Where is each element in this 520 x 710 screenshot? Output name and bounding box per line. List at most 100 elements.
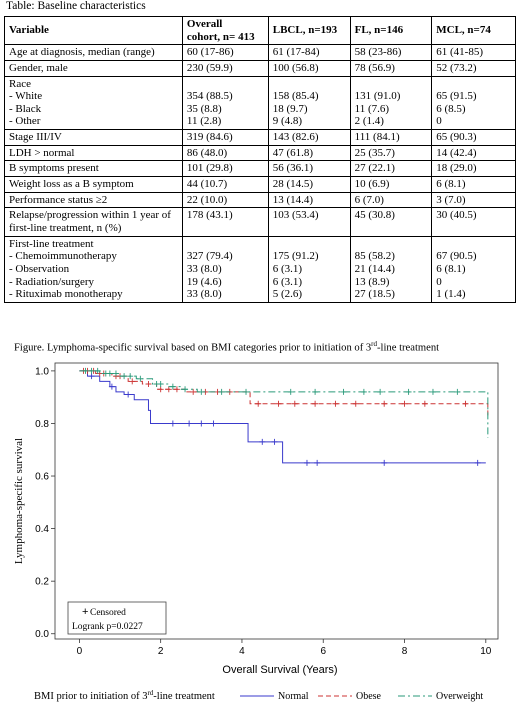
cell-line: B symptoms present	[9, 162, 99, 175]
cell-line: 131 (91.0)	[354, 90, 401, 103]
value-cell: 14 (42.4)	[431, 144, 516, 162]
cell-line: - Black	[9, 102, 42, 115]
table-row: Stage III/IV 319 (84.6) 143 (82.6) 111 (84.…	[4, 129, 516, 146]
table-row: Age at diagnosis, median (range) 60 (17-8…	[4, 44, 516, 61]
cell-line: 6 (8.5)	[436, 102, 466, 115]
cell-line: 9 (4.8)	[272, 115, 303, 128]
censor-mark	[165, 386, 172, 393]
figure-caption-superscript: rd	[371, 340, 378, 348]
y-tick-label: 0.8	[35, 419, 49, 430]
censor-mark	[271, 438, 278, 445]
table-row: Weight loss as a B symptom 44 (10.7) 28 (1…	[4, 176, 516, 193]
survival-curve-normal	[79, 370, 486, 464]
plot-frame	[54, 362, 499, 640]
cell-line: 6 (8.1)	[436, 178, 466, 191]
table-row: Performance status ≥2 22 (10.0) 13 (14.4) 6…	[4, 191, 516, 209]
legend-title: BMI prior to initiation of 3rd-line trea…	[34, 689, 215, 702]
cell-line: 47 (61.8)	[272, 146, 314, 159]
cell-line: 85 (58.2)	[354, 250, 395, 263]
cell-line: Weight loss as a B symptom	[9, 178, 134, 191]
cell-line: 6 (3.1)	[272, 262, 303, 275]
cell-line: 45 (30.8)	[354, 209, 395, 222]
cell-line: 13 (14.4)	[272, 193, 314, 206]
cell-line: 175 (91.2)	[272, 250, 319, 263]
cell-line: 100 (56.8)	[272, 61, 319, 74]
censor-mark	[157, 381, 164, 388]
inset-box-frame	[67, 601, 167, 635]
value-cell: 60 (17-86)	[181, 44, 269, 61]
y-tick-label: 0.6	[35, 472, 49, 483]
series-overweight	[79, 367, 489, 438]
censor-mark	[259, 438, 266, 445]
x-tick-label: 2	[158, 646, 164, 657]
cell-line: 78 (56.9)	[354, 61, 395, 74]
cell-line	[355, 78, 428, 91]
cell-line: 33 (8.0)	[186, 288, 222, 301]
column-header-text: MCL, n=74	[436, 24, 491, 37]
variable-cell: First-line treatment - Chemoimmunotherapy…	[4, 235, 183, 303]
cell-line: 11 (2.8)	[186, 115, 222, 128]
cell-line: 60 (17-86)	[186, 46, 234, 59]
censor-mark	[121, 373, 128, 380]
censor-mark	[88, 373, 95, 380]
variable-cell: Relapse/progression within 1 year of firs…	[4, 207, 183, 237]
value-cell: 6 (7.0)	[349, 191, 433, 209]
cell-line: First-line treatment	[9, 237, 94, 250]
censor-mark	[106, 370, 113, 377]
value-cell: 47 (61.8)	[267, 144, 351, 162]
cell-line: Performance status ≥2	[9, 193, 108, 206]
censor-mark	[303, 459, 310, 466]
cell-line	[187, 238, 264, 251]
censor-mark	[157, 386, 164, 393]
cell-line: Race	[9, 77, 31, 90]
value-cell: 3 (7.0)	[431, 191, 516, 209]
censor-mark	[332, 400, 339, 407]
cell-line: - Observation	[9, 262, 70, 275]
censor-mark	[112, 370, 119, 377]
censor-mark	[182, 386, 189, 393]
value-cell: 319 (84.6)	[181, 129, 269, 146]
cell-line	[273, 78, 346, 91]
cell-line: Gender, male	[9, 61, 68, 74]
cell-line: - Chemoimmunotherapy	[9, 250, 117, 263]
cell-line: 13 (8.9)	[354, 275, 390, 288]
cell-line: 230 (59.9)	[186, 61, 233, 74]
censor-mark	[198, 420, 205, 427]
cell-line: 354 (88.5)	[186, 90, 233, 103]
legend-title-suffix: -line treatment	[153, 691, 215, 702]
cell-line: 56 (36.1)	[272, 162, 314, 175]
cell-line	[436, 238, 511, 251]
variable-cell: B symptoms present	[4, 160, 183, 178]
value-cell: 13 (14.4)	[267, 191, 351, 209]
cell-line: 14 (42.4)	[436, 146, 477, 159]
value-cell: 230 (59.9)	[181, 59, 269, 77]
y-tick-label: 0.0	[35, 629, 49, 640]
cell-line: Age at diagnosis, median (range)	[9, 46, 155, 59]
column-header: MCL, n=74	[431, 15, 516, 46]
table-row: Gender, male 230 (59.9) 100 (56.8) 78 (56.9…	[4, 59, 516, 77]
y-tick-label: 0.2	[35, 577, 49, 588]
figure-caption-suffix: -line treatment	[377, 342, 440, 354]
cell-line: 19 (4.6)	[186, 275, 222, 288]
cell-line: 18 (9.7)	[272, 102, 308, 115]
censor-mark	[454, 388, 461, 395]
column-header-text: cohort, n= 413	[186, 30, 255, 43]
table-body: Age at diagnosis, median (range) 60 (17-8…	[4, 44, 516, 303]
inset-logrank-text: Logrank p=0.0227	[72, 622, 143, 632]
cell-line: - Rituximab monotherapy	[9, 288, 123, 301]
value-cell: 101 (29.8)	[181, 160, 269, 178]
cell-line: 3 (7.0)	[436, 193, 466, 206]
figure-caption-text: Figure. Lymphoma-specific survival based…	[14, 342, 372, 354]
censor-mark	[429, 388, 436, 395]
cell-line: 61 (17-84)	[272, 46, 320, 59]
cell-line: 6 (8.1)	[436, 262, 466, 275]
variable-cell: Gender, male	[4, 59, 183, 77]
km-survival-chart: 0 2 4 6 8 10 0.0 0.2 0.4 0.6 0.8 1.0 + Censored Log…	[13, 362, 499, 702]
value-cell: 22 (10.0)	[181, 191, 269, 209]
censor-mark	[340, 388, 347, 395]
table-row: LDH > normal 86 (48.0) 47 (61.8) 25 (35.7) 1…	[4, 144, 516, 162]
cell-line: - Radiation/surgery	[9, 275, 95, 288]
value-cell: 58 (23-86)	[349, 44, 433, 61]
table-row: First-line treatment - Chemoimmunotherapy…	[4, 235, 516, 303]
value-cell: 10 (6.9)	[349, 176, 433, 193]
